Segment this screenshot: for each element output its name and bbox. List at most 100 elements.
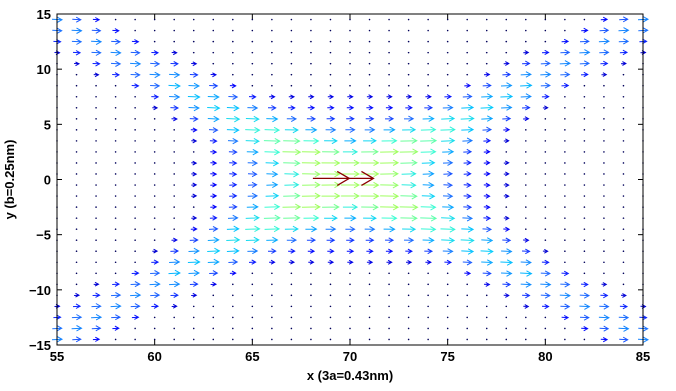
field-arrow: [560, 71, 571, 78]
field-dot: [603, 162, 605, 164]
field-arrow: [442, 104, 454, 111]
field-arrow: [150, 292, 161, 299]
field-dot: [583, 195, 586, 197]
field-arrow: [560, 49, 571, 56]
field-dot: [153, 118, 156, 120]
field-arrow: [579, 292, 591, 299]
field-arrow: [462, 259, 473, 266]
field-dot: [349, 294, 351, 297]
field-dot: [388, 40, 390, 43]
field-dot: [368, 51, 371, 54]
field-arrow: [598, 314, 610, 321]
field-arrow: [209, 83, 219, 89]
field-dot: [310, 84, 312, 87]
field-arrow: [483, 204, 491, 210]
field-arrow: [170, 248, 180, 254]
field-dot: [583, 206, 586, 208]
field-dot: [153, 173, 156, 175]
field-arrow: [522, 60, 531, 67]
field-dot: [622, 73, 625, 76]
field-dot: [290, 294, 293, 297]
field-dot: [368, 84, 371, 87]
field-dot: [329, 51, 332, 54]
field-arrow: [619, 49, 629, 56]
field-dot: [446, 294, 449, 297]
field-arrow: [482, 270, 492, 277]
field-arrow: [210, 171, 218, 177]
field-dot: [388, 73, 390, 76]
field-arrow: [284, 126, 299, 134]
field-arrow: [286, 236, 298, 244]
field-dot: [251, 29, 254, 32]
field-arrow: [443, 170, 454, 177]
field-arrow: [288, 94, 296, 100]
field-arrow: [150, 270, 161, 277]
field-dot: [564, 162, 566, 164]
field-arrow: [601, 282, 608, 287]
field-dot: [192, 18, 195, 21]
highlight-arrow-group: [312, 170, 375, 186]
field-dot: [407, 40, 410, 43]
field-arrow: [442, 159, 454, 166]
field-dot: [251, 338, 254, 341]
field-arrow: [503, 127, 511, 133]
field-dot: [407, 294, 410, 297]
field-arrow: [149, 280, 161, 288]
field-arrow: [207, 93, 220, 101]
field-arrow: [463, 160, 472, 166]
field-arrow: [346, 116, 355, 122]
field-arrow: [301, 159, 321, 167]
field-arrow: [481, 259, 494, 266]
field-arrow: [520, 259, 532, 266]
field-arrow: [72, 50, 82, 56]
field-dot: [388, 283, 390, 286]
field-dot: [583, 95, 586, 98]
field-arrow: [228, 93, 239, 100]
field-arrow: [131, 270, 140, 276]
field-arrow: [461, 226, 475, 233]
highlight-arrow: [312, 170, 375, 186]
field-dot: [329, 272, 332, 275]
field-dot: [329, 316, 332, 319]
field-arrow: [561, 314, 570, 321]
field-arrow: [365, 237, 375, 244]
field-dot: [251, 73, 254, 76]
field-dot: [564, 338, 566, 341]
field-arrow: [169, 280, 181, 288]
field-arrow: [247, 181, 258, 188]
field-dot: [368, 272, 371, 275]
field-dot: [153, 206, 156, 208]
field-arrow: [229, 171, 238, 177]
field-dot: [232, 73, 234, 76]
field-dot: [525, 184, 527, 186]
field-arrow: [540, 71, 552, 78]
field-dot: [427, 327, 429, 330]
field-dot: [212, 294, 215, 297]
field-arrow: [460, 115, 475, 122]
field-dot: [251, 283, 254, 286]
field-arrow: [307, 248, 316, 254]
field-arrow: [463, 148, 473, 155]
field-arrow: [463, 171, 472, 177]
field-dot: [134, 29, 136, 32]
field-dot: [603, 250, 605, 253]
field-arrow: [169, 71, 181, 79]
field-arrow: [188, 247, 200, 255]
field-dot: [505, 305, 508, 308]
field-dot: [95, 140, 97, 142]
field-arrow: [269, 94, 276, 100]
field-dot: [525, 327, 527, 330]
field-dot: [290, 73, 293, 76]
field-arrow: [168, 269, 181, 277]
field-dot: [271, 305, 273, 308]
x-axis-label: x (3a=0.43nm): [307, 368, 393, 383]
field-dot: [114, 228, 117, 230]
field-dot: [564, 95, 566, 98]
field-dot: [564, 228, 566, 230]
field-dot: [525, 18, 527, 21]
field-dot: [485, 327, 488, 330]
field-dot: [232, 338, 234, 341]
field-arrow: [210, 193, 218, 199]
field-dot: [271, 40, 273, 43]
field-arrow: [191, 215, 198, 221]
